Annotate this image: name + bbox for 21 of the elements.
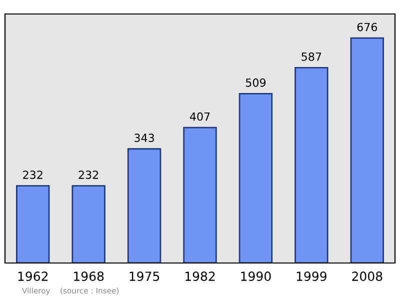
data-label: 676 (357, 22, 378, 32)
data-label: 343 (134, 134, 154, 142)
x-tick-label: 1990 (241, 272, 271, 282)
bar (127, 148, 162, 263)
bar (16, 185, 50, 263)
x-tick-label: 1968 (74, 272, 104, 282)
x-tick-label: 2008 (352, 272, 382, 282)
bar (183, 126, 217, 263)
x-tick-label: 1975 (130, 272, 160, 282)
data-label: 587 (302, 52, 322, 61)
x-tick-label: 1999 (296, 272, 326, 282)
data-label: 232 (23, 170, 42, 179)
data-label: 407 (190, 112, 210, 121)
x-tick-label: 1962 (18, 272, 48, 282)
bar (238, 92, 273, 263)
data-label: 232 (78, 170, 98, 179)
bar (72, 185, 106, 263)
data-label: 509 (246, 78, 266, 87)
x-tick-label: 1982 (185, 272, 215, 282)
bar (350, 37, 384, 263)
bar (294, 66, 328, 263)
